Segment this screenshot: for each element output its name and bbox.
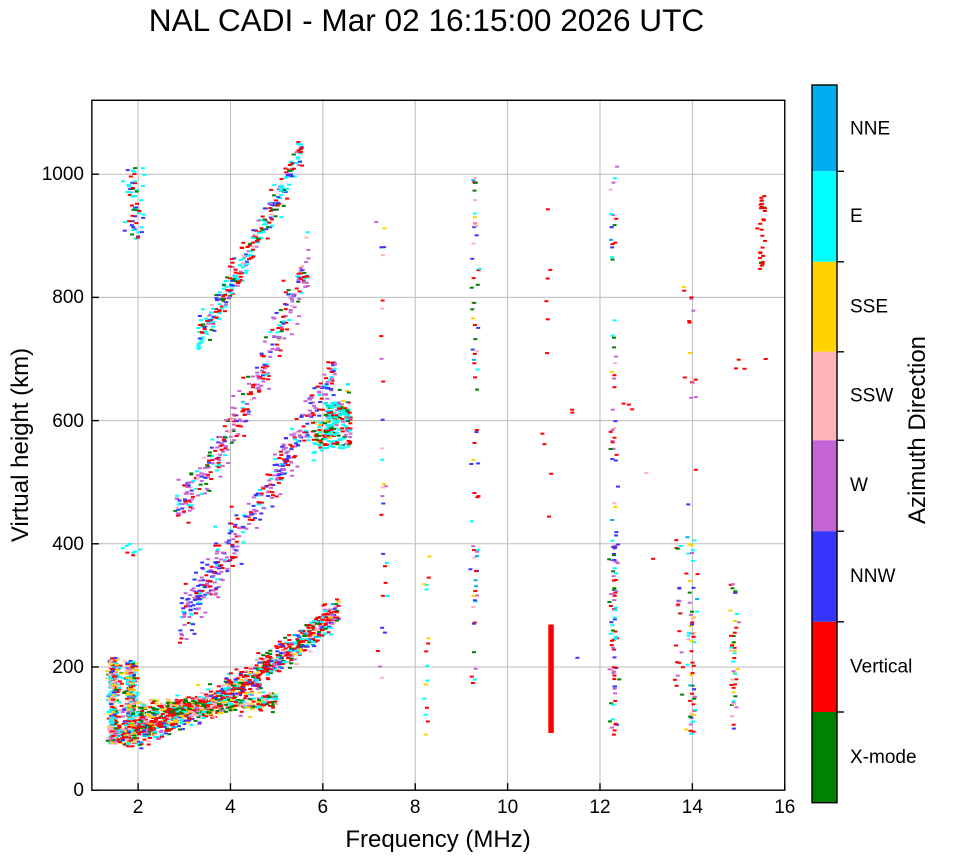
svg-text:14: 14 — [682, 797, 704, 818]
svg-text:X-mode: X-mode — [850, 747, 917, 768]
svg-text:Vertical: Vertical — [850, 656, 912, 677]
svg-text:800: 800 — [52, 287, 84, 308]
svg-text:Virtual height (km): Virtual height (km) — [7, 348, 34, 542]
svg-text:200: 200 — [52, 657, 84, 678]
svg-text:SSW: SSW — [850, 386, 893, 407]
svg-text:16: 16 — [774, 797, 795, 818]
svg-text:12: 12 — [589, 797, 610, 818]
svg-text:SSE: SSE — [850, 296, 888, 317]
svg-text:Azimuth Direction: Azimuth Direction — [904, 336, 931, 524]
svg-text:6: 6 — [318, 797, 329, 818]
svg-text:1000: 1000 — [42, 164, 84, 185]
svg-text:10: 10 — [497, 797, 518, 818]
svg-text:2: 2 — [133, 797, 144, 818]
svg-text:0: 0 — [73, 780, 84, 801]
svg-text:NNW: NNW — [850, 566, 895, 587]
svg-text:Frequency (MHz): Frequency (MHz) — [345, 826, 530, 853]
svg-text:600: 600 — [52, 411, 84, 432]
svg-text:E: E — [850, 206, 863, 227]
svg-text:8: 8 — [410, 797, 421, 818]
svg-text:4: 4 — [225, 797, 236, 818]
svg-text:NNE: NNE — [850, 119, 890, 140]
svg-text:W: W — [850, 475, 868, 496]
svg-text:400: 400 — [52, 534, 84, 555]
